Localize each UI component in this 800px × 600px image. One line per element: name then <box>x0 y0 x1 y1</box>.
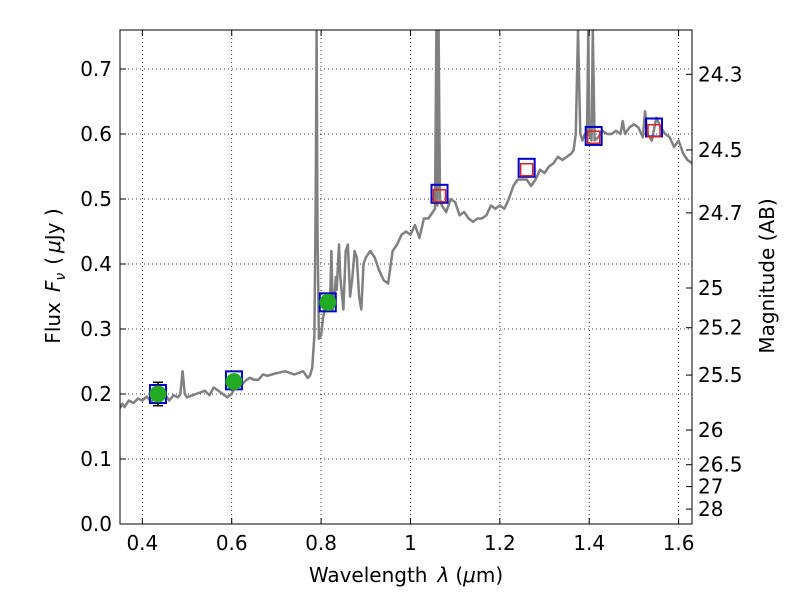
plot-frame <box>119 29 693 525</box>
model-photometry-point <box>584 125 603 146</box>
y-tick-label: 0.1 <box>80 447 112 471</box>
y-tick-label: 0.0 <box>80 512 112 536</box>
x-tick-label: 1.2 <box>484 531 516 555</box>
x-tick-label: 0.6 <box>216 531 248 555</box>
observed-limit-point <box>519 163 534 177</box>
y2-tick-label: 27 <box>698 475 723 499</box>
y-tick-label: 0.7 <box>80 57 112 81</box>
y-tick-label: 0.6 <box>80 122 112 146</box>
y-tick-label: 0.4 <box>80 252 112 276</box>
y2-tick-label: 26.5 <box>698 453 743 477</box>
grid <box>120 30 692 525</box>
axis-ticks: 0.4 0.6 0.8 1 1.2 1.4 1.6 0.0 0.1 0.2 0.3 0.4 0.5 0.6… <box>80 30 743 555</box>
observed-limit-point <box>586 130 601 144</box>
y-tick-label: 0.5 <box>80 187 112 211</box>
observed-limit-point <box>647 124 661 138</box>
observed-detection-point <box>225 373 243 391</box>
photometry-markers <box>148 117 664 407</box>
x-tick-label: 1.6 <box>663 531 695 555</box>
x-tick-label: 0.4 <box>126 531 158 555</box>
y2-axis-title: Magnitude (AB) <box>755 198 779 353</box>
sed-curve <box>120 30 692 409</box>
x-axis-title: Wavelength λ (μm) <box>309 563 503 587</box>
y2-tick-label: 24.7 <box>698 201 743 225</box>
x-tick-label: 0.8 <box>305 531 337 555</box>
y-tick-label: 0.2 <box>80 382 112 406</box>
x-tick-label: 1.4 <box>573 531 605 555</box>
observed-limit-point <box>432 189 447 203</box>
sed-line <box>120 30 692 409</box>
y2-tick-label: 25 <box>698 276 723 300</box>
y2-tick-label: 28 <box>698 497 723 521</box>
model-photometry-point <box>517 157 536 178</box>
x-tick-label: 1 <box>404 531 417 555</box>
y-tick-label: 0.3 <box>80 317 112 341</box>
y2-tick-label: 25.2 <box>698 316 743 340</box>
y2-tick-label: 25.5 <box>698 363 743 387</box>
observed-detection-point <box>319 293 337 311</box>
y-axis-title: FluxFν(μJy ) <box>41 208 69 343</box>
observed-detection-point <box>149 385 167 403</box>
model-photometry-point <box>430 183 449 204</box>
y2-tick-label: 24.5 <box>698 138 743 162</box>
y2-tick-label: 24.3 <box>698 62 743 86</box>
y2-tick-label: 26 <box>698 418 723 442</box>
